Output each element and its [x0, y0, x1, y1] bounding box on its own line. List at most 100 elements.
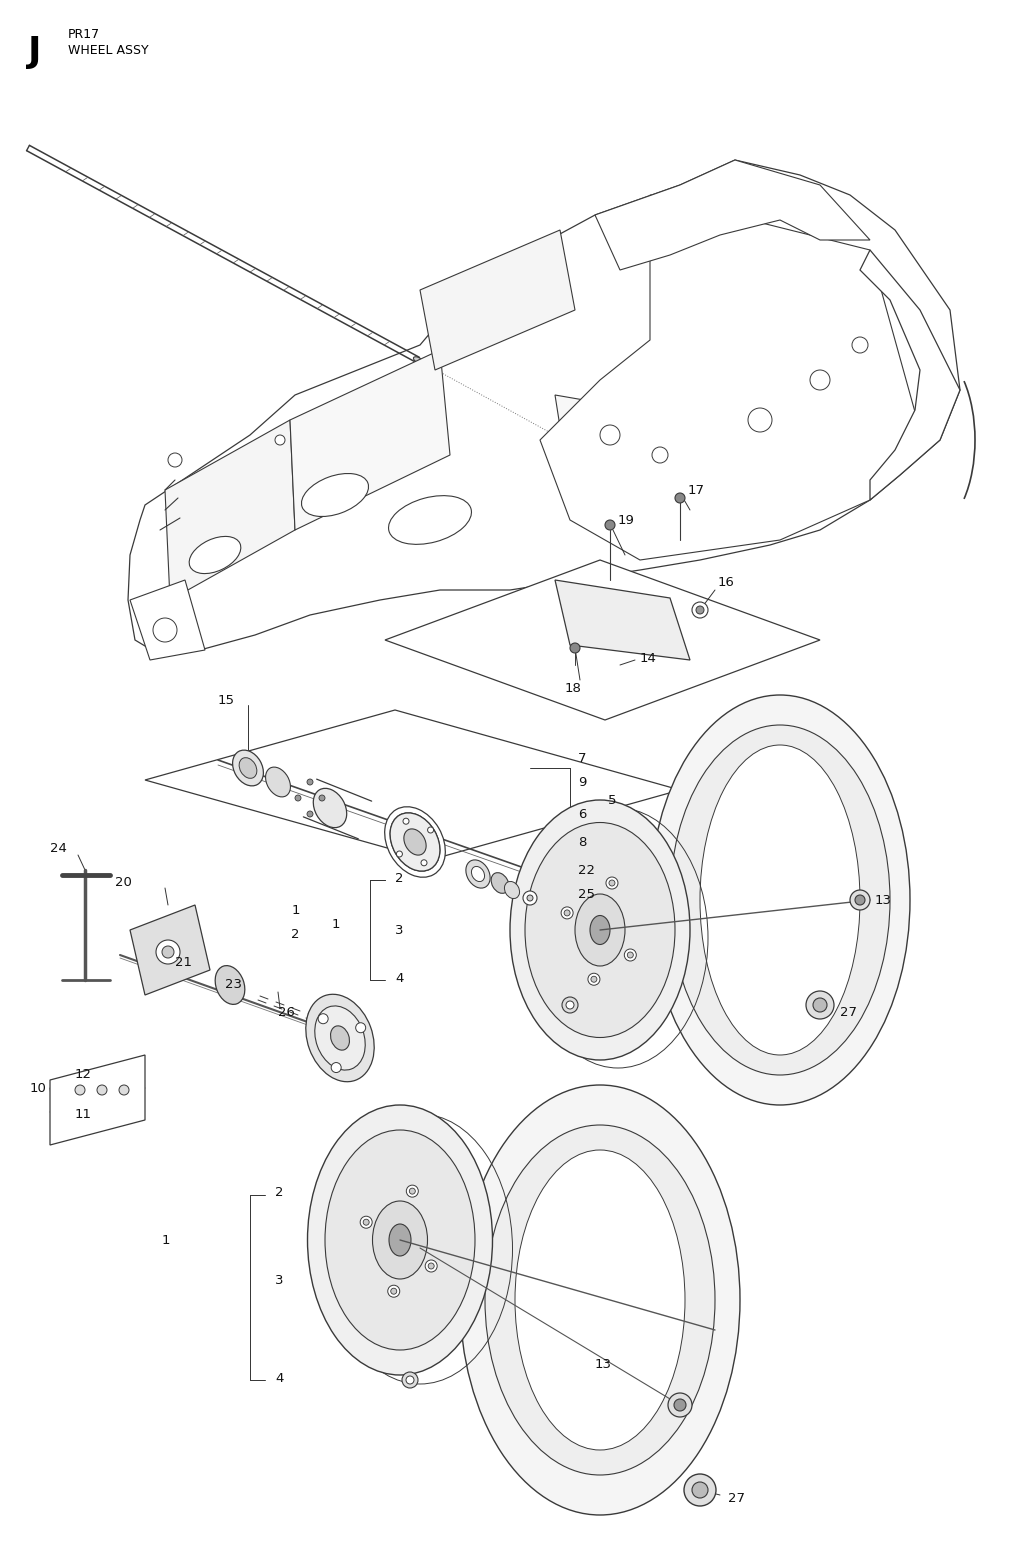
Text: 16: 16 — [718, 576, 735, 590]
Text: 17: 17 — [688, 484, 705, 497]
Text: J: J — [28, 36, 42, 68]
Text: 24: 24 — [50, 841, 67, 855]
Text: 20: 20 — [115, 875, 132, 888]
Ellipse shape — [414, 357, 423, 363]
Text: PR17: PR17 — [68, 28, 100, 40]
Circle shape — [692, 1482, 708, 1498]
Circle shape — [813, 998, 827, 1012]
Polygon shape — [540, 196, 920, 560]
Ellipse shape — [265, 767, 291, 796]
Polygon shape — [50, 1055, 145, 1145]
Circle shape — [692, 602, 708, 618]
Circle shape — [75, 1085, 85, 1096]
Text: 3: 3 — [395, 923, 403, 936]
Polygon shape — [860, 250, 961, 500]
Text: 5: 5 — [608, 793, 616, 807]
Circle shape — [523, 891, 537, 905]
Text: 1: 1 — [332, 919, 340, 931]
Text: 27: 27 — [840, 1006, 857, 1018]
Ellipse shape — [460, 1085, 740, 1515]
Ellipse shape — [700, 745, 860, 1055]
Ellipse shape — [510, 799, 690, 1060]
Circle shape — [355, 1023, 366, 1032]
Text: WHEEL ASSY: WHEEL ASSY — [68, 43, 148, 57]
Ellipse shape — [240, 757, 257, 779]
Ellipse shape — [390, 813, 440, 871]
Text: 13: 13 — [874, 894, 892, 906]
Circle shape — [318, 1013, 328, 1024]
Circle shape — [606, 877, 617, 889]
Polygon shape — [555, 580, 690, 660]
Circle shape — [406, 1377, 414, 1384]
Circle shape — [564, 909, 570, 916]
Text: 21: 21 — [175, 956, 193, 968]
Circle shape — [810, 369, 830, 390]
Circle shape — [562, 996, 578, 1013]
Text: 26: 26 — [278, 1006, 295, 1018]
Circle shape — [396, 850, 402, 857]
Circle shape — [391, 1288, 396, 1294]
Text: 13: 13 — [595, 1358, 612, 1372]
Circle shape — [855, 896, 865, 905]
Circle shape — [588, 973, 600, 986]
Text: 1: 1 — [292, 903, 300, 917]
Text: 2: 2 — [275, 1186, 284, 1200]
Ellipse shape — [505, 882, 519, 899]
Circle shape — [652, 447, 668, 462]
Text: 7: 7 — [578, 751, 587, 765]
Text: 6: 6 — [578, 809, 587, 821]
Circle shape — [605, 520, 615, 529]
Ellipse shape — [389, 1225, 411, 1256]
Circle shape — [570, 643, 580, 653]
Ellipse shape — [466, 860, 490, 888]
Text: 4: 4 — [395, 972, 403, 984]
Circle shape — [684, 1474, 716, 1505]
Text: 3: 3 — [275, 1274, 284, 1287]
Ellipse shape — [189, 537, 241, 574]
Circle shape — [156, 941, 180, 964]
Text: 14: 14 — [640, 652, 656, 664]
Ellipse shape — [403, 829, 426, 855]
Circle shape — [319, 795, 325, 801]
Polygon shape — [385, 560, 820, 720]
Ellipse shape — [515, 1150, 685, 1450]
Circle shape — [850, 889, 870, 909]
Polygon shape — [420, 230, 575, 369]
Ellipse shape — [232, 750, 263, 785]
Ellipse shape — [313, 788, 347, 827]
Text: 8: 8 — [578, 835, 587, 849]
Polygon shape — [145, 709, 680, 860]
Circle shape — [162, 947, 174, 958]
Ellipse shape — [215, 965, 245, 1004]
Ellipse shape — [373, 1201, 427, 1279]
Circle shape — [428, 827, 433, 833]
Text: 1: 1 — [162, 1234, 170, 1246]
Circle shape — [561, 906, 573, 919]
Ellipse shape — [590, 916, 610, 945]
Circle shape — [852, 337, 868, 352]
Ellipse shape — [492, 872, 509, 894]
Circle shape — [428, 1263, 434, 1270]
Text: 22: 22 — [578, 863, 595, 877]
Text: 25: 25 — [578, 888, 595, 902]
Circle shape — [364, 1220, 370, 1225]
Ellipse shape — [325, 1130, 475, 1350]
Text: 18: 18 — [565, 681, 582, 694]
Ellipse shape — [331, 1026, 349, 1051]
Circle shape — [168, 453, 182, 467]
Circle shape — [153, 618, 177, 643]
Ellipse shape — [314, 1006, 366, 1069]
Polygon shape — [290, 351, 450, 529]
Circle shape — [360, 1217, 372, 1228]
Circle shape — [696, 605, 705, 615]
Ellipse shape — [301, 473, 369, 517]
Text: 11: 11 — [75, 1108, 92, 1122]
Ellipse shape — [390, 813, 440, 871]
Circle shape — [97, 1085, 106, 1096]
Ellipse shape — [388, 495, 471, 545]
Circle shape — [668, 1394, 692, 1417]
Circle shape — [421, 860, 427, 866]
Circle shape — [295, 795, 301, 801]
Circle shape — [307, 812, 313, 816]
Circle shape — [675, 494, 685, 503]
